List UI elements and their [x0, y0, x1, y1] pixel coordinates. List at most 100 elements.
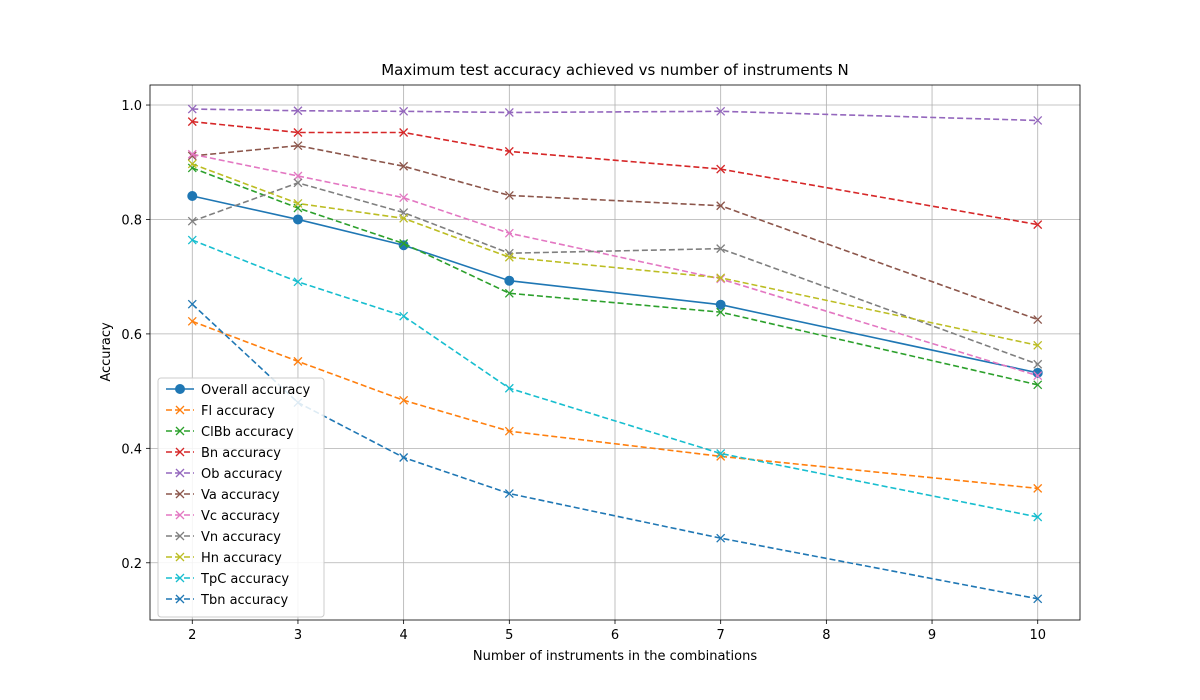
data-point: [504, 288, 514, 298]
x-tick-label: 7: [717, 628, 725, 643]
legend-item: TpC accuracy: [166, 572, 289, 587]
data-point: [187, 149, 197, 159]
legend-item: Tbn accuracy: [166, 593, 289, 608]
y-tick-label: 0.2: [121, 557, 142, 572]
data-point: [293, 171, 303, 181]
series-8: [187, 159, 1043, 350]
x-tick-label: 9: [928, 628, 936, 643]
data-point: [1033, 483, 1043, 493]
legend-item: Vc accuracy: [166, 509, 280, 524]
data-point: [187, 104, 197, 114]
data-point: [293, 128, 303, 137]
data-point: [504, 383, 514, 393]
data-point: [399, 239, 409, 248]
legend-label: Va accuracy: [201, 488, 280, 503]
data-point: [175, 594, 185, 604]
data-point: [187, 316, 197, 326]
legend-label: Tbn accuracy: [200, 593, 289, 608]
y-tick-label: 0.4: [121, 442, 142, 457]
series-9: [187, 235, 1043, 522]
data-point: [1033, 512, 1043, 522]
data-point: [399, 395, 409, 405]
data-point: [504, 426, 514, 436]
series-line: [191, 182, 1039, 365]
data-point: [399, 311, 409, 321]
data-point: [187, 117, 197, 127]
data-point: [175, 405, 185, 415]
data-point: [293, 178, 303, 188]
data-point: [716, 106, 726, 116]
y-tick-label: 0.6: [121, 328, 142, 343]
data-point: [399, 128, 409, 137]
x-tick-label: 3: [294, 628, 302, 643]
series-line: [191, 163, 1038, 347]
data-point: [504, 146, 514, 156]
data-point: [1032, 367, 1043, 378]
data-point: [175, 447, 185, 457]
data-point: [1033, 594, 1043, 604]
x-axis-label: Number of instruments in the combination…: [473, 649, 757, 664]
series-4: [187, 104, 1043, 125]
series-line: [191, 239, 1038, 518]
data-point: [1033, 116, 1043, 125]
data-point: [399, 193, 409, 203]
legend-item: Bn accuracy: [166, 446, 281, 461]
data-point: [175, 426, 185, 436]
x-tick-label: 2: [188, 628, 196, 643]
data-point: [292, 214, 303, 225]
data-point: [187, 216, 197, 226]
series-6: [187, 149, 1043, 381]
data-point: [1033, 315, 1043, 325]
data-point: [175, 468, 185, 478]
legend-item: Ob accuracy: [166, 467, 283, 482]
legend-label: Vc accuracy: [201, 509, 280, 524]
legend-label: Ob accuracy: [201, 467, 283, 482]
data-point: [716, 273, 726, 283]
legend-item: Hn accuracy: [166, 551, 282, 566]
legend-label: Fl accuracy: [201, 404, 275, 419]
legend-label: Hn accuracy: [201, 551, 282, 566]
data-point: [715, 299, 726, 310]
data-point: [504, 252, 514, 262]
legend-label: Overall accuracy: [201, 383, 311, 398]
chart-title: Maximum test accuracy achieved vs number…: [381, 61, 849, 79]
data-point: [187, 235, 197, 245]
data-point: [399, 213, 409, 223]
x-tick-label: 6: [611, 628, 619, 643]
data-point: [175, 552, 185, 562]
y-axis-label: Accuracy: [99, 322, 114, 382]
legend-item: Overall accuracy: [166, 383, 311, 398]
series-1: [187, 316, 1043, 493]
data-point: [716, 533, 726, 543]
data-point: [716, 201, 726, 211]
data-point: [399, 161, 409, 171]
axes-layer: 2 3 4 5 6 7 8 9 10 0.2 0.4 0.6 0.8 1.0: [121, 84, 1081, 643]
data-point: [175, 531, 185, 541]
series-line: [192, 108, 1038, 122]
data-point: [293, 277, 303, 287]
series-0: [187, 191, 1043, 378]
data-point: [716, 307, 726, 317]
series-line: [192, 153, 1038, 377]
x-tick-label: 5: [505, 628, 513, 643]
legend-item: Vn accuracy: [166, 530, 281, 545]
data-point: [293, 141, 303, 151]
y-tick-label: 0.8: [121, 213, 142, 228]
legend-item: Va accuracy: [166, 488, 280, 503]
series-5: [187, 141, 1043, 325]
series-line: [191, 320, 1038, 490]
data-point: [504, 489, 514, 499]
data-point: [187, 299, 197, 309]
series-line: [191, 167, 1038, 386]
x-tick-label: 4: [399, 628, 407, 643]
legend-label: Vn accuracy: [201, 530, 281, 545]
y-tick-label: 1.0: [121, 99, 142, 114]
data-point: [504, 190, 514, 200]
series-line: [192, 120, 1038, 226]
data-point: [187, 151, 197, 161]
data-point: [399, 106, 409, 116]
x-tick-label: 8: [822, 628, 830, 643]
data-point: [504, 108, 514, 117]
